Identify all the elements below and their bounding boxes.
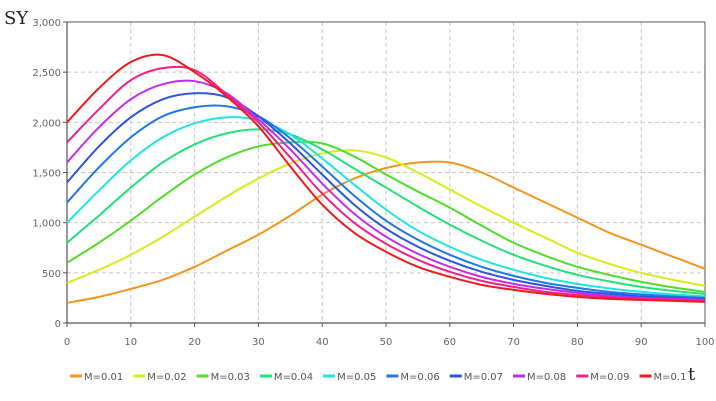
series-line-M=0.04 [66,128,706,295]
series-line-M=0.08 [66,79,706,301]
x-tick-label: 30 [252,337,265,348]
y-tick-label: 500 [42,269,61,280]
x-tick-label: 100 [695,337,714,348]
x-tick-label: 60 [443,337,456,348]
y-tick-label: 2,500 [32,68,61,79]
x-tick-label: 40 [316,337,329,348]
legend-label: M=0.1 [654,372,687,383]
y-tick-label: 1,000 [32,219,61,230]
series-line-M=0.03 [66,140,706,293]
x-axis-title: t [688,364,696,385]
series-line-M=0.01 [66,160,706,304]
series-line-M=0.07 [66,92,706,300]
x-tick-label: 70 [507,337,520,348]
legend-label: M=0.04 [274,372,313,383]
y-tick-label: 0 [55,319,61,330]
legend-label: M=0.09 [590,372,629,383]
legend-label: M=0.01 [84,372,123,383]
series-line-M=0.09 [66,65,706,302]
legend-label: M=0.06 [400,372,439,383]
x-tick-label: 10 [124,337,137,348]
legend-label: M=0.08 [527,372,566,383]
x-tick-label: 80 [571,337,584,348]
series-line-M=0.02 [66,149,706,287]
legend-label: M=0.05 [337,372,376,383]
legend-label: M=0.03 [211,372,250,383]
x-tick-label: 90 [635,337,648,348]
y-tick-label: 3,000 [32,18,61,29]
x-tick-label: 0 [64,337,70,348]
y-axis-title: SY [4,8,29,29]
series-line-M=0.05 [66,116,706,298]
y-tick-label: 1,500 [32,169,61,180]
y-tick-label: 2,000 [32,118,61,129]
x-tick-label: 50 [380,337,393,348]
series-line-M=0.1 [66,53,706,303]
series-line-M=0.06 [66,104,706,299]
legend-label: M=0.07 [464,372,503,383]
x-tick-label: 20 [188,337,201,348]
legend-label: M=0.02 [147,372,186,383]
